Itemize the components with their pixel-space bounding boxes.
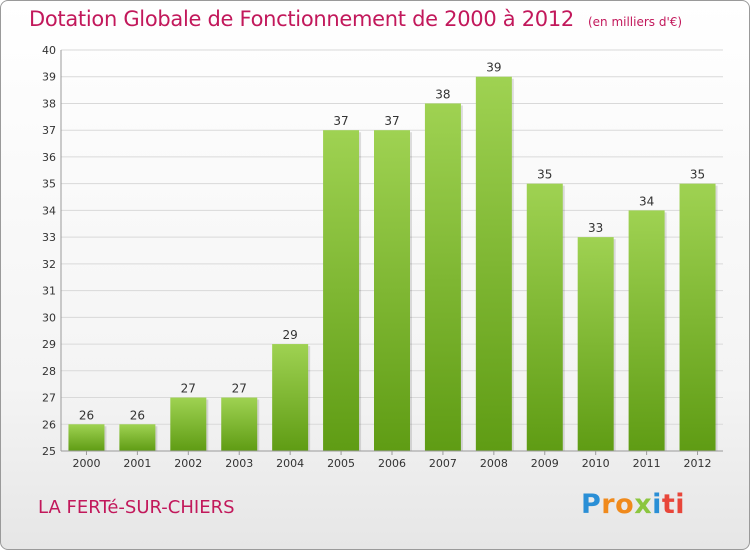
chart-unit: (en milliers d'€) <box>587 15 683 29</box>
bar-2007 <box>424 103 461 451</box>
y-tick-label: 31 <box>42 285 56 298</box>
y-tick-label: 36 <box>42 151 56 164</box>
proxiti-logo: Proxiti <box>581 489 686 520</box>
x-tick-label: 2012 <box>684 457 712 470</box>
bar-2012 <box>679 183 716 451</box>
bar-value-label: 26 <box>130 408 145 422</box>
bar-value-label: 33 <box>588 221 603 235</box>
bar-2002 <box>170 397 207 451</box>
y-tick-label: 34 <box>42 204 56 217</box>
x-tick-label: 2004 <box>276 457 304 470</box>
x-tick-label: 2011 <box>633 457 661 470</box>
bar-2010 <box>577 237 614 451</box>
bar-2011 <box>628 210 665 451</box>
y-tick-label: 32 <box>42 258 56 271</box>
bar-2009 <box>526 183 563 451</box>
y-tick-label: 40 <box>42 44 56 57</box>
y-tick-label: 27 <box>42 392 56 405</box>
bar-value-label: 39 <box>486 61 501 75</box>
axes: 25 26 27 28 29 30 31 32 33 34 35 36 37 38 39 40 2000 2001… <box>42 44 723 470</box>
x-tick-label: 2002 <box>174 457 202 470</box>
x-tick-label: 2000 <box>72 457 100 470</box>
bar-2004 <box>272 344 309 451</box>
x-tick-label: 2009 <box>531 457 559 470</box>
y-tick-label: 35 <box>42 178 56 191</box>
x-tick-label: 2001 <box>123 457 151 470</box>
bar-2003 <box>221 397 258 451</box>
y-tick-label: 25 <box>42 445 56 458</box>
bar-value-label: 38 <box>435 87 450 101</box>
y-tick-label: 29 <box>42 338 56 351</box>
x-tick-label: 2003 <box>225 457 253 470</box>
x-tick-label: 2005 <box>327 457 355 470</box>
y-tick-label: 26 <box>42 418 56 431</box>
y-tick-label: 28 <box>42 365 56 378</box>
bar-value-label: 27 <box>181 382 196 396</box>
x-tick-label: 2007 <box>429 457 457 470</box>
bar-value-label: 34 <box>639 194 654 208</box>
y-tick-label: 39 <box>42 71 56 84</box>
place-name: LA FERTé-SUR-CHIERS <box>38 497 235 518</box>
bar-2005 <box>323 130 360 451</box>
x-tick-label: 2008 <box>480 457 508 470</box>
bar-value-label: 26 <box>79 408 94 422</box>
chart-title: Dotation Globale de Fonctionnement de 20… <box>29 7 682 31</box>
chart-title-text: Dotation Globale de Fonctionnement de 20… <box>29 7 574 31</box>
bar-value-label: 35 <box>537 168 552 182</box>
x-tick-label: 2006 <box>378 457 406 470</box>
bar-value-label: 27 <box>232 382 247 396</box>
bar-2008 <box>475 76 512 451</box>
bars: 26 26 27 27 29 37 37 38 39 35 33 34 35 <box>68 61 718 451</box>
x-tick-label: 2010 <box>582 457 610 470</box>
bar-value-label: 37 <box>333 114 348 128</box>
y-tick-label: 33 <box>42 231 56 244</box>
bar-value-label: 35 <box>690 168 705 182</box>
bar-2000 <box>68 424 105 451</box>
y-tick-label: 30 <box>42 311 56 324</box>
bar-value-label: 29 <box>283 328 298 342</box>
y-tick-label: 38 <box>42 97 56 110</box>
bar-2006 <box>374 130 410 451</box>
bar-2001 <box>119 424 156 451</box>
bar-value-label: 37 <box>384 114 399 128</box>
y-tick-label: 37 <box>42 124 56 137</box>
